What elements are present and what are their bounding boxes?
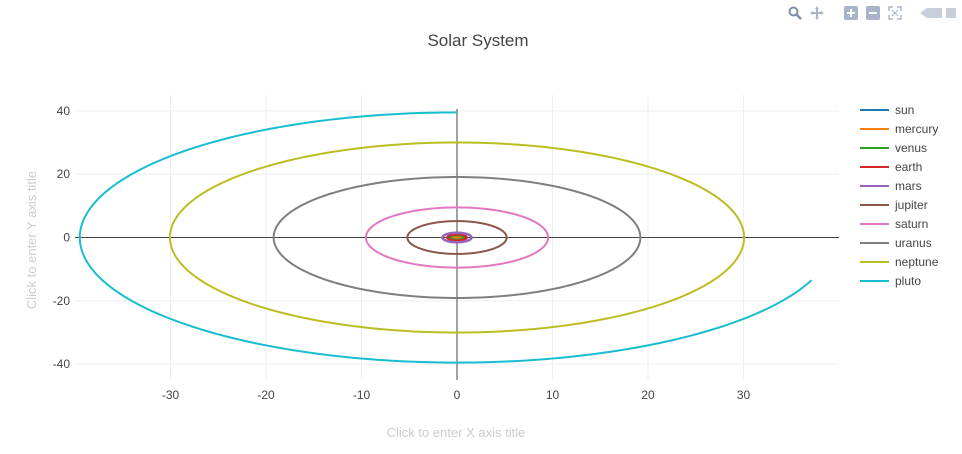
series-line-neptune (168, 141, 746, 334)
legend-label: saturn (895, 217, 928, 231)
reset-axes-icon[interactable] (920, 4, 942, 22)
legend-item-pluto[interactable]: pluto (860, 274, 921, 288)
modebar (784, 4, 958, 22)
legend-item-venus[interactable]: venus (860, 141, 927, 155)
y-tick-label: 0 (63, 231, 70, 245)
legend-label: jupiter (894, 198, 928, 212)
series-line-jupiter (406, 220, 508, 255)
x-tick-label: -10 (353, 388, 371, 402)
legend-item-jupiter[interactable]: jupiter (860, 198, 928, 212)
x-tick-label: 0 (454, 388, 461, 402)
chart-title: Solar System (427, 31, 528, 50)
legend-item-sun[interactable]: sun (860, 103, 914, 117)
legend-item-saturn[interactable]: saturn (860, 217, 928, 231)
legend-item-uranus[interactable]: uranus (860, 236, 932, 250)
legend: sun mercury venus earth mars jupiter saturn ura… (860, 103, 939, 288)
y-axis-title[interactable]: Click to enter Y axis title (24, 171, 39, 309)
legend-label: venus (895, 141, 927, 155)
legend-label: mars (895, 179, 922, 193)
x-tick-label: 30 (737, 388, 751, 402)
series-group (78, 111, 813, 364)
x-axis-title[interactable]: Click to enter X axis title (387, 425, 526, 440)
series-line-uranus (272, 176, 642, 299)
legend-label: neptune (895, 255, 939, 269)
legend-label: sun (895, 103, 914, 117)
autoscale-icon[interactable] (886, 4, 904, 22)
series-line-pluto (78, 111, 813, 364)
legend-label: pluto (895, 274, 921, 288)
x-tick-label: -20 (257, 388, 275, 402)
legend-item-mercury[interactable]: mercury (860, 122, 938, 136)
zoom-icon[interactable] (786, 4, 804, 22)
legend-item-mars[interactable]: mars (860, 179, 922, 193)
y-tick-label: 20 (57, 167, 71, 181)
legend-item-earth[interactable]: earth (860, 160, 922, 174)
zoom-out-icon[interactable] (864, 4, 882, 22)
legend-label: earth (895, 160, 922, 174)
x-tick-label: 10 (546, 388, 560, 402)
legend-item-neptune[interactable]: neptune (860, 255, 939, 269)
y-tick-label: -20 (53, 294, 71, 308)
series-line-mars (441, 231, 473, 244)
y-tick-label: -40 (53, 357, 71, 371)
x-tick-labels: -30 -20 -10 0 10 20 30 (162, 388, 751, 402)
legend-label: mercury (895, 122, 938, 136)
series-line-earth (446, 233, 468, 242)
plotly-logo-icon[interactable] (946, 4, 956, 22)
zoom-in-icon[interactable] (842, 4, 860, 22)
pan-icon[interactable] (808, 4, 826, 22)
series-line-saturn (364, 206, 550, 269)
x-tick-label: -30 (162, 388, 180, 402)
y-tick-label: 40 (57, 104, 71, 118)
legend-label: uranus (895, 236, 932, 250)
y-tick-labels: -40 -20 0 20 40 (53, 104, 71, 371)
series-line-mercury (452, 235, 462, 240)
x-tick-label: 20 (641, 388, 655, 402)
